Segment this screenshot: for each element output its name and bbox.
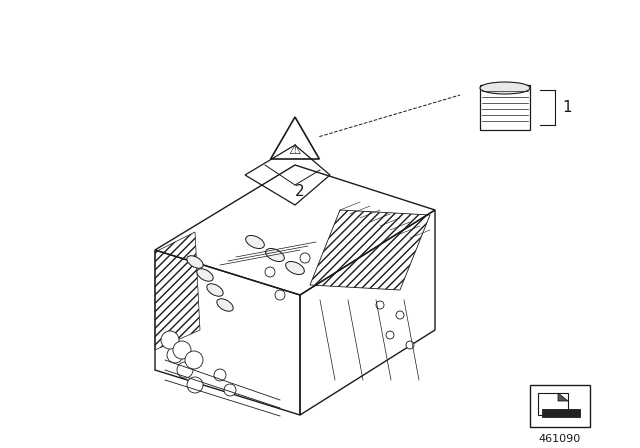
Ellipse shape: [207, 284, 223, 296]
Ellipse shape: [217, 299, 233, 311]
Text: 461090: 461090: [539, 434, 581, 444]
Ellipse shape: [266, 249, 284, 262]
Circle shape: [173, 341, 191, 359]
Polygon shape: [542, 409, 580, 417]
Ellipse shape: [285, 262, 305, 275]
Circle shape: [265, 267, 275, 277]
Circle shape: [396, 311, 404, 319]
Circle shape: [161, 331, 179, 349]
Circle shape: [177, 362, 193, 378]
Circle shape: [224, 384, 236, 396]
Circle shape: [376, 301, 384, 309]
Circle shape: [386, 331, 394, 339]
Circle shape: [214, 369, 226, 381]
Circle shape: [300, 253, 310, 263]
Text: 1: 1: [562, 100, 572, 115]
Text: ⚠: ⚠: [289, 143, 301, 157]
Ellipse shape: [187, 256, 203, 268]
Ellipse shape: [246, 236, 264, 249]
Circle shape: [185, 351, 203, 369]
Circle shape: [167, 347, 183, 363]
Bar: [530, 385, 590, 427]
Ellipse shape: [197, 269, 213, 281]
Ellipse shape: [480, 82, 530, 94]
Circle shape: [275, 290, 285, 300]
Circle shape: [187, 377, 203, 393]
Polygon shape: [558, 393, 568, 401]
Circle shape: [406, 341, 414, 349]
Text: 2: 2: [295, 184, 305, 198]
